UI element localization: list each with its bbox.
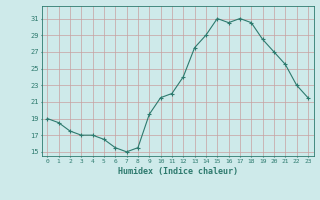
X-axis label: Humidex (Indice chaleur): Humidex (Indice chaleur): [118, 167, 237, 176]
